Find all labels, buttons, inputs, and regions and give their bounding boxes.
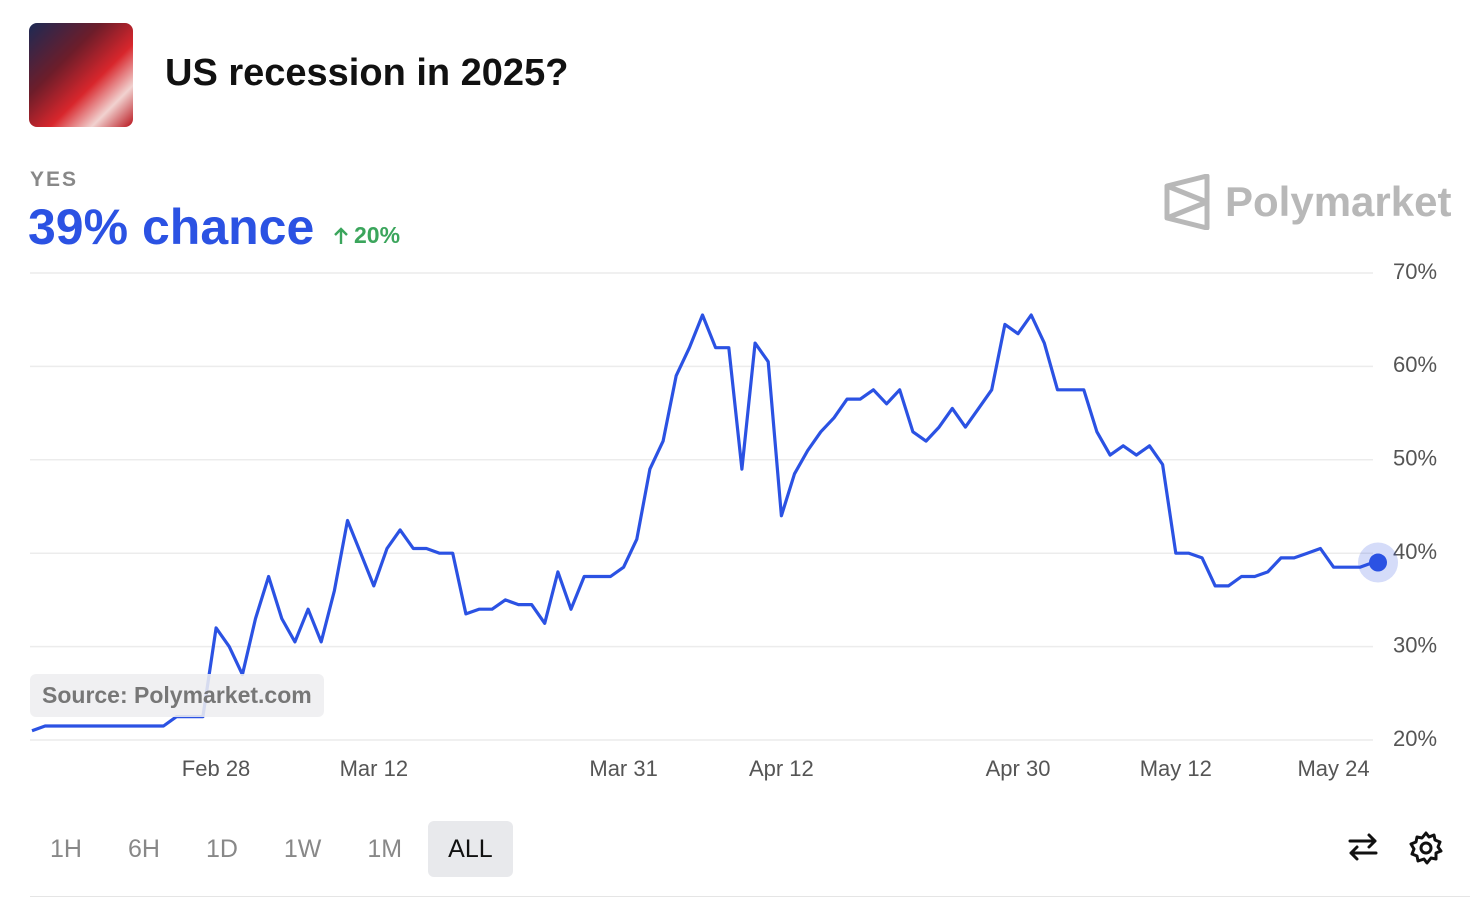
x-tick-label: May 12 [1140, 756, 1212, 781]
brand-logo [1164, 174, 1210, 230]
swap-icon[interactable] [1346, 830, 1380, 864]
market-image [29, 23, 133, 127]
last-point [1369, 553, 1387, 572]
range-button[interactable]: 1W [264, 821, 342, 877]
change: 20% [332, 222, 400, 249]
divider [30, 896, 1470, 897]
range-button[interactable]: 1D [186, 821, 258, 877]
y-tick-label: 60% [1393, 352, 1437, 377]
range-button[interactable]: 1H [30, 821, 102, 877]
price-line [31, 313, 1374, 733]
headline: 39% chance [28, 199, 315, 255]
x-tick-label: Mar 31 [589, 756, 657, 781]
y-tick-label: 30% [1393, 632, 1437, 657]
chart-tools [1346, 830, 1444, 866]
brand: Polymarket [1163, 174, 1451, 230]
y-tick-label: 50% [1393, 446, 1437, 471]
x-tick-label: Mar 12 [340, 756, 408, 781]
y-tick-label: 40% [1393, 539, 1437, 564]
x-tick-label: Apr 30 [986, 756, 1051, 781]
x-tick-label: Apr 12 [749, 756, 814, 781]
settings-icon[interactable] [1408, 830, 1444, 866]
chart: 20% 30% 40% 50% 60% 70% Feb 28 Mar 12 Mar 31 Apr … [30, 259, 1437, 781]
x-tick-label: May 24 [1297, 756, 1369, 781]
source-note: Source: Polymarket.com [30, 674, 324, 717]
range-button[interactable]: ALL [428, 821, 513, 877]
market-title: US recession in 2025? [165, 52, 569, 94]
range-button[interactable]: 6H [108, 821, 180, 877]
brand-name: Polymarket [1225, 178, 1452, 225]
outcome-label: YES [30, 168, 79, 191]
range-button[interactable]: 1M [347, 821, 422, 877]
x-tick-label: Feb 28 [182, 756, 251, 781]
change-value: 20% [354, 222, 401, 248]
y-tick-label: 20% [1393, 726, 1437, 751]
y-tick-label: 70% [1393, 259, 1437, 284]
range-controls: 1H 6H 1D 1W 1M ALL [30, 821, 513, 877]
up-arrow [334, 226, 348, 244]
